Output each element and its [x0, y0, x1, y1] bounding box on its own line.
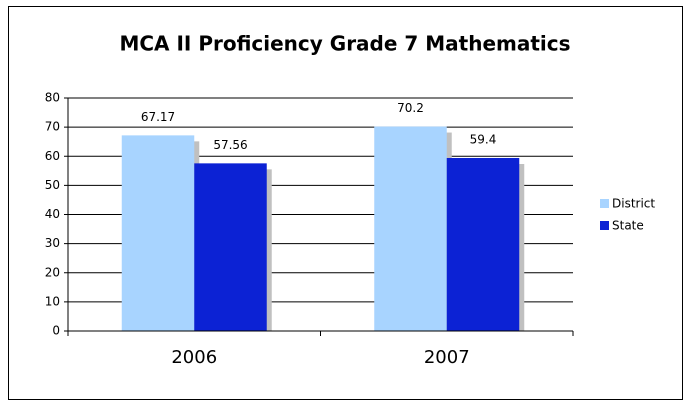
y-tick-label: 80 — [45, 91, 60, 105]
bar — [446, 157, 520, 331]
y-tick-label: 20 — [45, 265, 60, 279]
y-tick-label: 0 — [52, 324, 60, 338]
bar — [194, 163, 267, 331]
chart-border — [8, 6, 683, 400]
value-label: 67.17 — [141, 110, 175, 124]
x-tick-label: 2007 — [424, 347, 470, 368]
value-label: 70.2 — [397, 101, 424, 115]
y-tick-label: 50 — [45, 178, 60, 192]
y-tick-label: 40 — [45, 207, 60, 221]
bar — [374, 126, 447, 331]
y-tick-label: 70 — [45, 120, 60, 134]
value-label: 59.4 — [470, 132, 497, 146]
chart-title: MCA II Proficiency Grade 7 Mathematics — [119, 32, 570, 56]
y-tick-label: 10 — [45, 294, 60, 308]
x-tick-label: 2006 — [171, 347, 217, 368]
bar — [121, 135, 195, 331]
legend-swatch — [600, 221, 609, 230]
y-tick-label: 60 — [45, 149, 60, 163]
y-tick-label: 30 — [45, 236, 60, 250]
legend-swatch — [600, 199, 609, 208]
value-label: 57.56 — [213, 138, 247, 152]
legend-label: District — [612, 197, 655, 211]
legend-label: State — [612, 219, 644, 233]
